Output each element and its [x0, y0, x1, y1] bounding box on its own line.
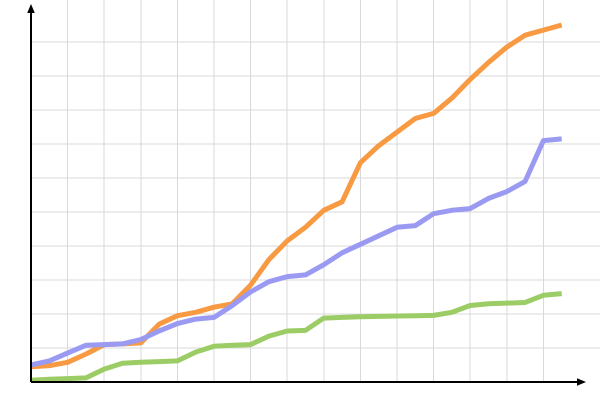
series-purple [30, 136, 562, 368]
x-axis-arrowhead [577, 378, 586, 386]
series-group [30, 22, 563, 383]
series-green [30, 291, 562, 383]
y-axis-arrowhead [27, 4, 35, 13]
axes [27, 4, 586, 386]
